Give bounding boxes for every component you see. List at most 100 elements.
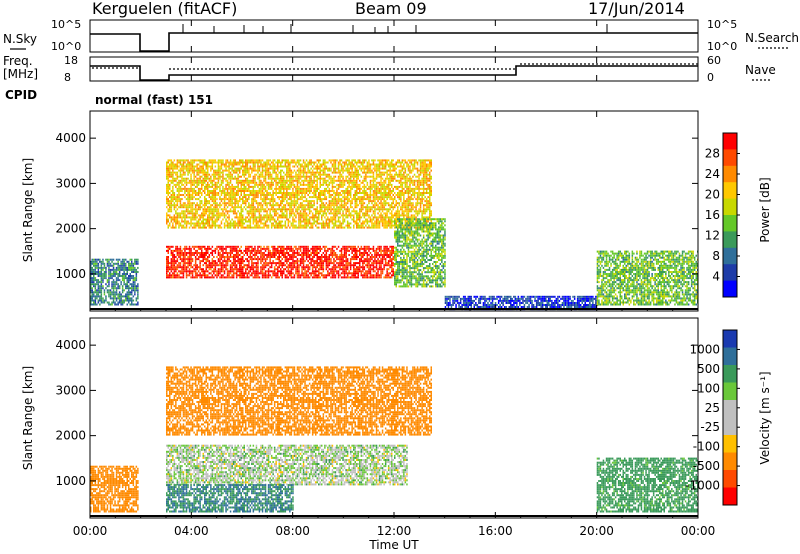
power-cell: [336, 226, 338, 229]
power-cell: [210, 192, 212, 194]
power-cell: [313, 222, 315, 225]
power-cell: [220, 268, 223, 271]
power-cell: [354, 159, 356, 162]
power-cell: [199, 218, 201, 221]
power-cell: [179, 171, 182, 174]
power-cell: [278, 196, 280, 199]
power-cell: [240, 222, 242, 225]
power-cell: [199, 260, 201, 263]
power-cell: [194, 210, 197, 213]
power-cell: [322, 245, 325, 248]
power-cell: [181, 159, 183, 162]
power-cell: [207, 260, 209, 263]
power-cell: [264, 177, 267, 180]
power-cell: [343, 200, 346, 203]
power-cell: [293, 220, 296, 223]
power-cell: [348, 210, 350, 213]
power-cell: [351, 173, 353, 176]
power-cell: [343, 169, 346, 172]
power-cell: [292, 181, 294, 184]
power-cell: [272, 274, 274, 277]
power-cell: [254, 173, 256, 176]
power-cell: [211, 274, 214, 277]
power-cell: [360, 196, 363, 199]
power-cell: [185, 214, 188, 217]
power-cell: [331, 252, 334, 254]
power-cell: [193, 196, 195, 199]
power-cell: [272, 163, 274, 166]
power-cell: [228, 214, 230, 217]
power-cell: [334, 200, 337, 203]
power-cell: [251, 169, 253, 172]
power-cell: [222, 202, 224, 205]
power-cell: [249, 185, 252, 188]
power-cell: [319, 247, 321, 250]
power-cell: [321, 169, 323, 172]
power-cell: [371, 258, 373, 261]
power-cell: [234, 262, 236, 265]
power-cell: [363, 179, 366, 182]
power-cell: [222, 208, 224, 211]
power-cell: [392, 272, 394, 275]
power-cell: [289, 187, 291, 190]
power-cell: [235, 190, 238, 192]
power-cell: [353, 210, 355, 213]
power-cell: [383, 252, 385, 254]
power-cell: [213, 194, 215, 196]
power-cell: [231, 224, 233, 227]
power-cell: [349, 181, 352, 184]
power-cell: [313, 204, 315, 207]
power-cell: [167, 165, 169, 168]
power-cell: [237, 226, 239, 229]
power-cell: [199, 222, 201, 225]
power-cell: [333, 258, 335, 261]
power-cell: [266, 198, 268, 201]
power-cell: [269, 256, 271, 258]
power-cell: [235, 212, 238, 215]
power-cell: [311, 264, 314, 267]
power-cell: [204, 272, 206, 275]
power-cell: [342, 204, 344, 207]
power-cell: [343, 183, 346, 186]
power-cell: [345, 272, 347, 275]
power-cell: [324, 190, 326, 192]
power-cell: [204, 163, 206, 166]
power-cell: [305, 247, 308, 250]
power-cell: [254, 196, 256, 199]
power-cell: [289, 272, 291, 275]
power-cell: [222, 218, 224, 221]
power-cell: [220, 194, 223, 196]
power-cell: [178, 274, 180, 277]
power-cell: [328, 177, 331, 180]
power-cell: [287, 252, 290, 254]
power-cell: [225, 264, 227, 267]
power-cell: [351, 202, 353, 205]
power-cell: [360, 222, 363, 225]
power-cell: [175, 163, 177, 166]
power-cell: [216, 198, 218, 201]
power-cell: [188, 226, 191, 229]
power-cell: [340, 222, 343, 225]
power-cell: [377, 272, 379, 275]
power-cell: [226, 220, 229, 223]
power-cell: [252, 270, 255, 273]
power-cell: [185, 167, 188, 170]
power-cell: [280, 179, 282, 182]
power-cell: [369, 264, 372, 267]
power-cell: [225, 183, 227, 186]
power-cell: [267, 171, 270, 174]
power-cell: [237, 252, 239, 254]
power-cell: [255, 274, 258, 277]
power-cell: [328, 206, 331, 209]
power-cell: [214, 175, 217, 178]
power-cell: [211, 212, 214, 215]
power-cell: [286, 161, 288, 164]
power-cell: [173, 204, 176, 207]
power-cell: [310, 175, 312, 178]
power-cell: [169, 272, 171, 275]
power-cell: [313, 200, 315, 203]
power-cell: [219, 276, 221, 279]
power-cell: [321, 262, 323, 265]
power-cell: [293, 254, 296, 256]
power-cell: [330, 260, 332, 263]
